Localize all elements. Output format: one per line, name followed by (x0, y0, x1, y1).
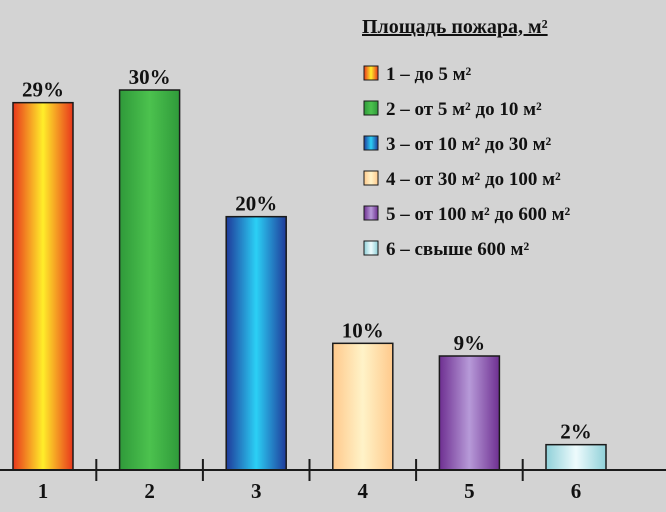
data-label-1: 29% (22, 78, 64, 102)
legend-swatch-4 (363, 170, 379, 186)
legend-entry-2: 2 – от 5 м² до 10 м² (386, 99, 542, 120)
bar-2 (118, 89, 181, 471)
legend-entry-4: 4 – от 30 м² до 100 м² (386, 169, 561, 190)
bar-5 (438, 355, 501, 471)
bar-6 (545, 443, 607, 471)
legend-entry-6: 6 – свыше 600 м² (386, 239, 529, 260)
legend-swatch-6 (363, 240, 379, 256)
legend-swatch-2 (363, 100, 379, 116)
x-tick-label-6: 6 (571, 479, 582, 503)
data-label-4: 10% (342, 318, 384, 342)
legend-title: Площадь пожара, м² (362, 16, 548, 38)
legend-swatch-5 (363, 205, 379, 221)
x-tick-label-5: 5 (464, 479, 475, 503)
x-tick-label-1: 1 (38, 479, 49, 503)
legend-swatch-3 (363, 135, 379, 151)
bars-group: 29% 30% 20% 10% 9% 2% (12, 65, 607, 471)
bar-3 (225, 215, 287, 471)
x-axis: 1 2 3 4 5 6 (0, 459, 666, 503)
bar-4 (332, 342, 394, 471)
legend-entry-1: 1 – до 5 м² (386, 64, 472, 85)
data-label-5: 9% (454, 331, 486, 355)
data-label-3: 20% (235, 192, 277, 216)
legend-swatch-1 (363, 65, 379, 81)
x-tick-label-3: 3 (251, 479, 262, 503)
data-label-6: 2% (560, 420, 592, 444)
legend: Площадь пожара, м² 1 – до 5 м² 2 – от 5 м… (362, 16, 571, 260)
bar-1 (12, 101, 74, 471)
legend-entry-3: 3 – от 10 м² до 30 м² (386, 134, 552, 155)
legend-entry-5: 5 – от 100 м² до 600 м² (386, 204, 571, 225)
x-tick-label-4: 4 (358, 479, 369, 503)
data-label-2: 30% (129, 65, 171, 89)
x-tick-label-2: 2 (144, 479, 155, 503)
